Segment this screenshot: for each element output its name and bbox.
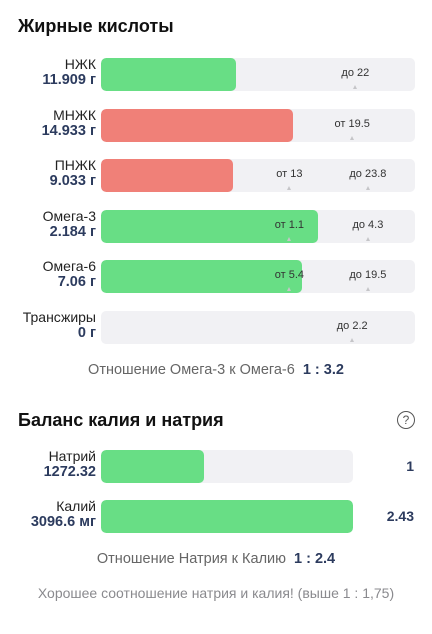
fatty-acid-row: Трансжиры 0 г до 2.2 <box>0 309 432 345</box>
range-tick <box>353 85 358 89</box>
omega-ratio-label: Отношение Омега-3 к Омега-6 <box>88 362 295 378</box>
balance-row: Калий 3096.6 мг 2.43 <box>0 498 432 534</box>
progress-track: от 5.4 до 19.5 <box>101 260 415 293</box>
progress-fill <box>101 209 318 243</box>
nutrient-name: Омега-3 <box>42 207 96 224</box>
nutrient-value: 7.06 г <box>57 274 96 290</box>
ratio-number: 1 <box>406 458 414 474</box>
nutrient-value: 11.909 г <box>42 72 96 88</box>
range-mark-label: от 13 <box>276 168 303 180</box>
range-mark-label: до 22 <box>341 67 370 79</box>
progress-fill <box>101 159 233 192</box>
fatty-acid-row: Омега-6 7.06 г от 5.4 до 19.5 <box>0 258 432 294</box>
help-icon[interactable]: ? <box>397 411 415 429</box>
omega-ratio: Отношение Омега-3 к Омега-6 1 : 3.2 <box>0 362 432 378</box>
progress-track <box>101 500 353 533</box>
range-tick <box>287 186 292 190</box>
fatty-acids-title: Жирные кислоты <box>18 16 174 36</box>
progress-fill <box>101 450 205 483</box>
row-label: Калий 3096.6 мг <box>31 498 96 531</box>
progress-fill <box>101 260 302 293</box>
range-mark-label: от 19.5 <box>334 117 370 130</box>
range-mark-label: от 1.1 <box>274 218 305 231</box>
range-tick <box>350 135 355 140</box>
progress-fill <box>101 108 293 142</box>
row-label: МНЖК 14.933 г <box>42 107 96 140</box>
progress-track: от 1.1 до 4.3 <box>101 209 415 243</box>
mineral-name: Калий <box>56 498 96 514</box>
mineral-value: 3096.6 мг <box>30 514 96 530</box>
fatty-acid-row: ПНЖК 9.033 г от 13 до 23.8 <box>0 157 432 193</box>
progress-track: до 2.2 <box>101 310 415 344</box>
nutrient-name: МНЖК <box>53 106 96 123</box>
balance-title: Баланс калия и натрия <box>18 410 224 430</box>
na-k-ratio-value: 1 : 2.4 <box>294 551 336 567</box>
row-label: НЖК 11.909 г <box>42 56 96 89</box>
nutrient-value: 2.184 г <box>49 223 96 240</box>
progress-fill <box>101 58 237 91</box>
progress-fill <box>101 500 353 533</box>
na-k-ratio-label: Отношение Натрия к Калию <box>96 551 286 567</box>
row-label: Омега-3 2.184 г <box>43 208 96 241</box>
progress-track: от 19.5 <box>101 108 415 142</box>
nutrient-name: НЖК <box>64 56 96 72</box>
row-label: ПНЖК 9.033 г <box>50 157 96 190</box>
progress-track: до 22 <box>101 58 415 91</box>
range-tick <box>287 236 292 241</box>
range-mark-label: до 2.2 <box>336 319 368 332</box>
nutrient-value: 9.033 г <box>49 173 96 189</box>
nutrient-value: 14.933 г <box>41 122 96 139</box>
row-label: Натрий 1272.32 <box>44 448 96 481</box>
range-tick <box>365 236 370 241</box>
balance-row: Натрий 1272.32 1 <box>0 448 432 484</box>
range-tick <box>287 287 292 291</box>
range-tick <box>365 186 370 190</box>
range-mark-label: до 4.3 <box>352 218 384 231</box>
fatty-acid-row: НЖК 11.909 г до 22 <box>0 56 432 92</box>
mineral-value: 1272.32 <box>43 464 96 480</box>
range-mark-label: от 5.4 <box>274 269 305 281</box>
nutrient-name: Омега-6 <box>42 258 96 274</box>
fatty-acid-row: Омега-3 2.184 г от 1.1 до 4.3 <box>0 208 432 244</box>
nutrient-name: Трансжиры <box>22 308 96 325</box>
range-mark-label: до 23.8 <box>349 168 387 180</box>
range-tick <box>365 287 370 291</box>
nutrient-value: 0 г <box>77 324 96 341</box>
ratio-number: 2.43 <box>386 508 414 524</box>
fatty-acid-row: МНЖК 14.933 г от 19.5 <box>0 107 432 143</box>
progress-track: от 13 до 23.8 <box>101 159 415 192</box>
range-tick <box>350 337 355 342</box>
row-label: Омега-6 7.06 г <box>43 258 96 291</box>
balance-note: Хорошее соотношение натрия и калия! (выш… <box>37 585 395 601</box>
nutrient-name: ПНЖК <box>54 157 96 173</box>
na-k-ratio: Отношение Натрия к Калию 1 : 2.4 <box>0 551 432 567</box>
mineral-name: Натрий <box>48 448 96 464</box>
range-mark-label: до 19.5 <box>349 269 387 281</box>
row-label: Трансжиры 0 г <box>23 309 96 342</box>
progress-track <box>101 450 353 483</box>
omega-ratio-value: 1 : 3.2 <box>302 362 344 378</box>
